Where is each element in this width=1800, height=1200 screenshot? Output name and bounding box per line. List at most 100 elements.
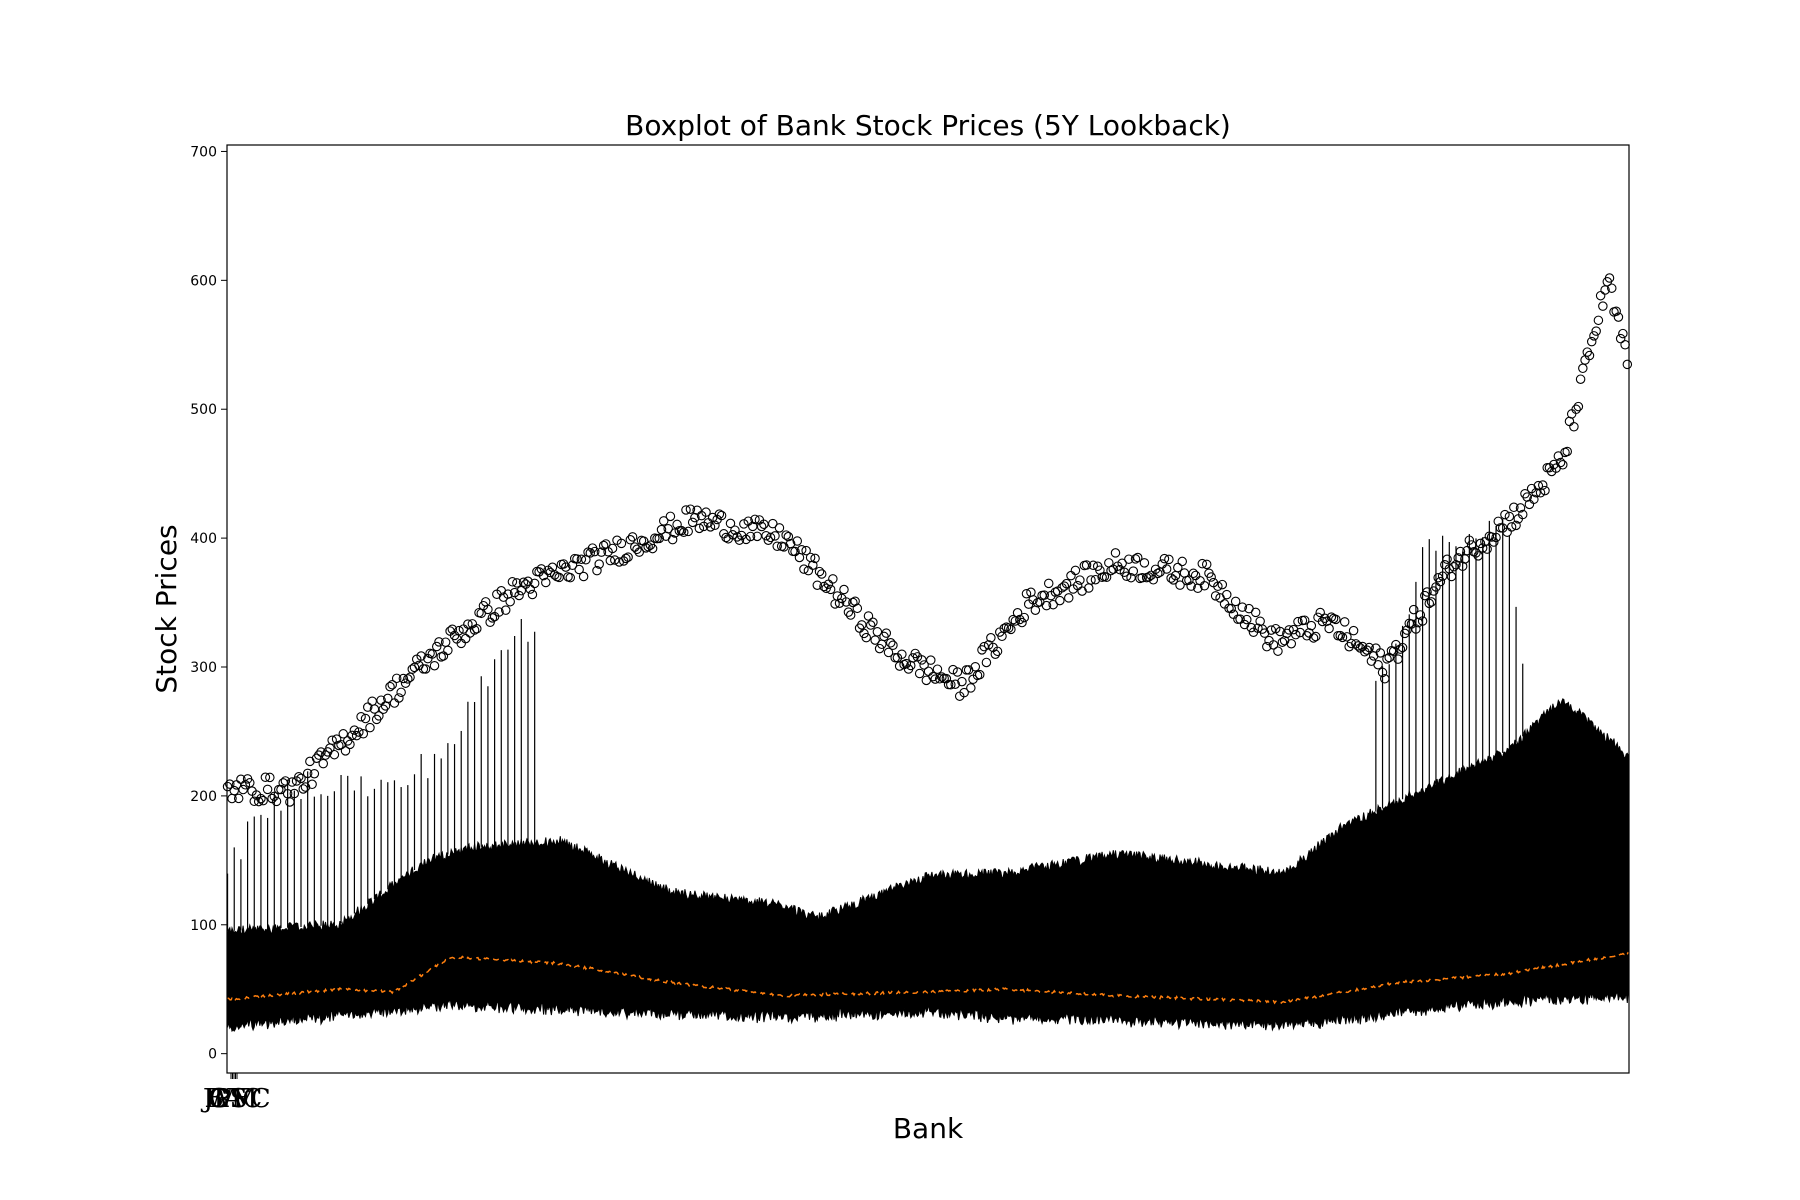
outlier-point — [685, 504, 696, 514]
outlier-point — [327, 735, 337, 745]
outlier-point — [1226, 603, 1236, 614]
outlier-point — [1195, 575, 1205, 586]
outlier-point — [403, 674, 413, 684]
median-line — [227, 951, 1630, 1005]
y-tick-label: 700 — [190, 144, 217, 160]
outlier-point — [914, 668, 925, 679]
outlier-point — [507, 577, 518, 587]
outlier-point — [1106, 565, 1116, 576]
y-tick-label: 600 — [190, 273, 217, 289]
outlier-point — [750, 514, 760, 525]
outlier-point — [1426, 597, 1437, 607]
outlier-point — [930, 674, 940, 684]
outlier-point — [979, 641, 989, 652]
outlier-point — [861, 632, 871, 643]
outlier-point — [1353, 641, 1363, 651]
outlier-point — [1348, 625, 1359, 636]
outlier-point — [565, 572, 576, 583]
outlier-point — [1273, 646, 1283, 656]
outlier-point — [1075, 575, 1085, 585]
outlier-point — [302, 768, 313, 779]
outlier-point — [294, 772, 304, 782]
outlier-point — [1486, 532, 1497, 542]
outlier-point — [1515, 503, 1526, 513]
outlier-point — [941, 673, 952, 684]
outlier-point — [1326, 612, 1337, 622]
outlier-point — [852, 603, 863, 614]
outlier-point — [1317, 616, 1328, 627]
outlier-point — [1003, 623, 1014, 633]
outlier-point — [1446, 571, 1457, 582]
outlier-point — [1393, 654, 1403, 664]
outlier-point — [745, 531, 756, 542]
outlier-point — [1090, 574, 1101, 585]
outlier-point — [487, 613, 498, 623]
outlier-point — [794, 552, 805, 563]
outlier-point — [974, 669, 985, 680]
outlier-point — [888, 640, 898, 651]
outlier-point — [229, 785, 239, 796]
outlier-point — [676, 525, 687, 536]
outlier-point — [443, 645, 453, 656]
outlier-point — [483, 604, 493, 615]
y-tick-label: 0 — [208, 1047, 217, 1063]
outlier-point — [607, 543, 618, 554]
outlier-point — [387, 679, 397, 690]
outlier-point — [1455, 546, 1466, 557]
outlier-point — [1337, 632, 1348, 643]
outlier-point — [1395, 644, 1406, 654]
outlier-point — [665, 511, 676, 522]
outlier-point — [1006, 624, 1016, 635]
outlier-point — [374, 711, 384, 721]
outlier-point — [894, 661, 905, 671]
outlier-point — [1015, 614, 1025, 625]
outlier-point — [1408, 604, 1419, 615]
outlier-point — [872, 627, 883, 637]
outlier-point — [734, 535, 745, 545]
outlier-point — [262, 784, 273, 795]
outlier-point — [349, 725, 360, 735]
outlier-point — [383, 693, 393, 704]
outlier-point — [627, 532, 638, 542]
outlier-point — [1477, 543, 1488, 553]
outlier-point — [812, 580, 823, 590]
outlier-point — [832, 591, 843, 601]
outlier-point — [289, 788, 300, 799]
outlier-point — [469, 625, 480, 635]
outlier-point — [983, 640, 994, 650]
outlier-point — [1533, 480, 1544, 491]
outlier-point — [819, 581, 829, 592]
outlier-point — [1161, 564, 1172, 574]
outlier-point — [1364, 642, 1374, 653]
outlier-point — [240, 780, 251, 790]
outlier-point — [1237, 602, 1248, 612]
outlier-point — [654, 533, 665, 544]
outlier-point — [1397, 642, 1408, 653]
outlier-point — [816, 569, 827, 579]
outlier-point — [783, 531, 794, 542]
outlier-point — [1509, 502, 1519, 513]
outlier-point — [1593, 315, 1604, 326]
outlier-point — [1059, 581, 1070, 591]
outlier-point — [1166, 573, 1176, 583]
outlier-point — [790, 546, 800, 557]
outlier-point — [592, 565, 602, 576]
outlier-point — [1121, 571, 1132, 582]
outlier-point — [799, 564, 809, 574]
outlier-point — [1489, 537, 1499, 547]
outlier-point — [280, 776, 291, 786]
outlier-point — [1500, 509, 1510, 520]
outlier-point — [721, 532, 731, 543]
outlier-point — [1055, 595, 1065, 606]
outlier-point — [1066, 570, 1076, 581]
outlier-point — [518, 577, 529, 588]
outlier-point — [725, 518, 736, 529]
outlier-point — [1266, 625, 1277, 635]
outlier-point — [431, 641, 442, 652]
outlier-point — [1308, 633, 1319, 643]
outlier-point — [1148, 575, 1159, 585]
outlier-point — [1411, 624, 1421, 634]
outlier-point — [1342, 632, 1352, 642]
outlier-point — [632, 544, 642, 555]
